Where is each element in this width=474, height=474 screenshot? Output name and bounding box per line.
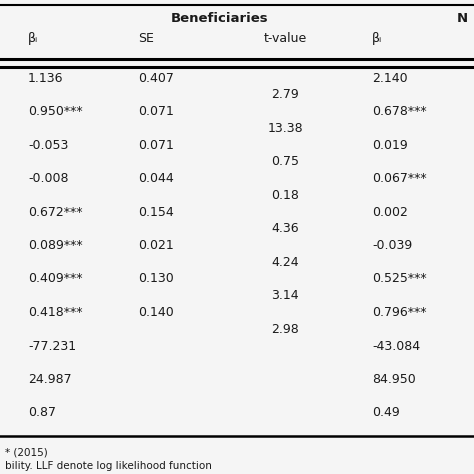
Text: 0.796***: 0.796*** bbox=[372, 306, 427, 319]
Text: 0.019: 0.019 bbox=[372, 138, 408, 152]
Text: bility. LLF denote log likelihood function: bility. LLF denote log likelihood functi… bbox=[5, 462, 212, 472]
Text: 2.98: 2.98 bbox=[271, 323, 299, 336]
Text: 0.678***: 0.678*** bbox=[372, 105, 427, 118]
Text: 0.525***: 0.525*** bbox=[372, 273, 427, 285]
Text: 0.002: 0.002 bbox=[372, 206, 408, 219]
Text: 0.044: 0.044 bbox=[138, 172, 174, 185]
Text: 0.18: 0.18 bbox=[271, 189, 299, 202]
Text: 0.672***: 0.672*** bbox=[28, 206, 82, 219]
Text: 0.75: 0.75 bbox=[271, 155, 299, 168]
Text: 0.021: 0.021 bbox=[138, 239, 174, 252]
Text: βᵢ: βᵢ bbox=[372, 31, 382, 45]
Text: 84.950: 84.950 bbox=[372, 373, 416, 386]
Text: 2.79: 2.79 bbox=[271, 88, 299, 101]
Text: 3.14: 3.14 bbox=[271, 289, 299, 302]
Text: SE: SE bbox=[138, 31, 154, 45]
Text: t-value: t-value bbox=[264, 31, 307, 45]
Text: Beneficiaries: Beneficiaries bbox=[171, 12, 269, 25]
Text: 24.987: 24.987 bbox=[28, 373, 72, 386]
Text: 4.36: 4.36 bbox=[271, 222, 299, 235]
Text: 0.409***: 0.409*** bbox=[28, 273, 82, 285]
Text: 0.140: 0.140 bbox=[138, 306, 174, 319]
Text: 2.140: 2.140 bbox=[372, 72, 408, 84]
Text: * (2015): * (2015) bbox=[5, 447, 48, 457]
Text: 0.071: 0.071 bbox=[138, 105, 174, 118]
Text: 13.38: 13.38 bbox=[267, 122, 303, 135]
Text: 0.950***: 0.950*** bbox=[28, 105, 82, 118]
Text: 0.130: 0.130 bbox=[138, 273, 174, 285]
Text: 0.067***: 0.067*** bbox=[372, 172, 427, 185]
Text: 0.089***: 0.089*** bbox=[28, 239, 82, 252]
Text: N: N bbox=[457, 12, 468, 25]
Text: 0.071: 0.071 bbox=[138, 138, 174, 152]
Text: -77.231: -77.231 bbox=[28, 339, 76, 353]
Text: -0.008: -0.008 bbox=[28, 172, 69, 185]
Text: -43.084: -43.084 bbox=[372, 339, 420, 353]
Text: -0.053: -0.053 bbox=[28, 138, 68, 152]
Text: 0.407: 0.407 bbox=[138, 72, 174, 84]
Text: βᵢ: βᵢ bbox=[28, 31, 38, 45]
Text: 0.87: 0.87 bbox=[28, 407, 56, 419]
Text: 0.49: 0.49 bbox=[372, 407, 400, 419]
Text: 1.136: 1.136 bbox=[28, 72, 64, 84]
Text: 0.154: 0.154 bbox=[138, 206, 174, 219]
Text: 4.24: 4.24 bbox=[271, 256, 299, 269]
Text: 0.418***: 0.418*** bbox=[28, 306, 82, 319]
Text: -0.039: -0.039 bbox=[372, 239, 412, 252]
